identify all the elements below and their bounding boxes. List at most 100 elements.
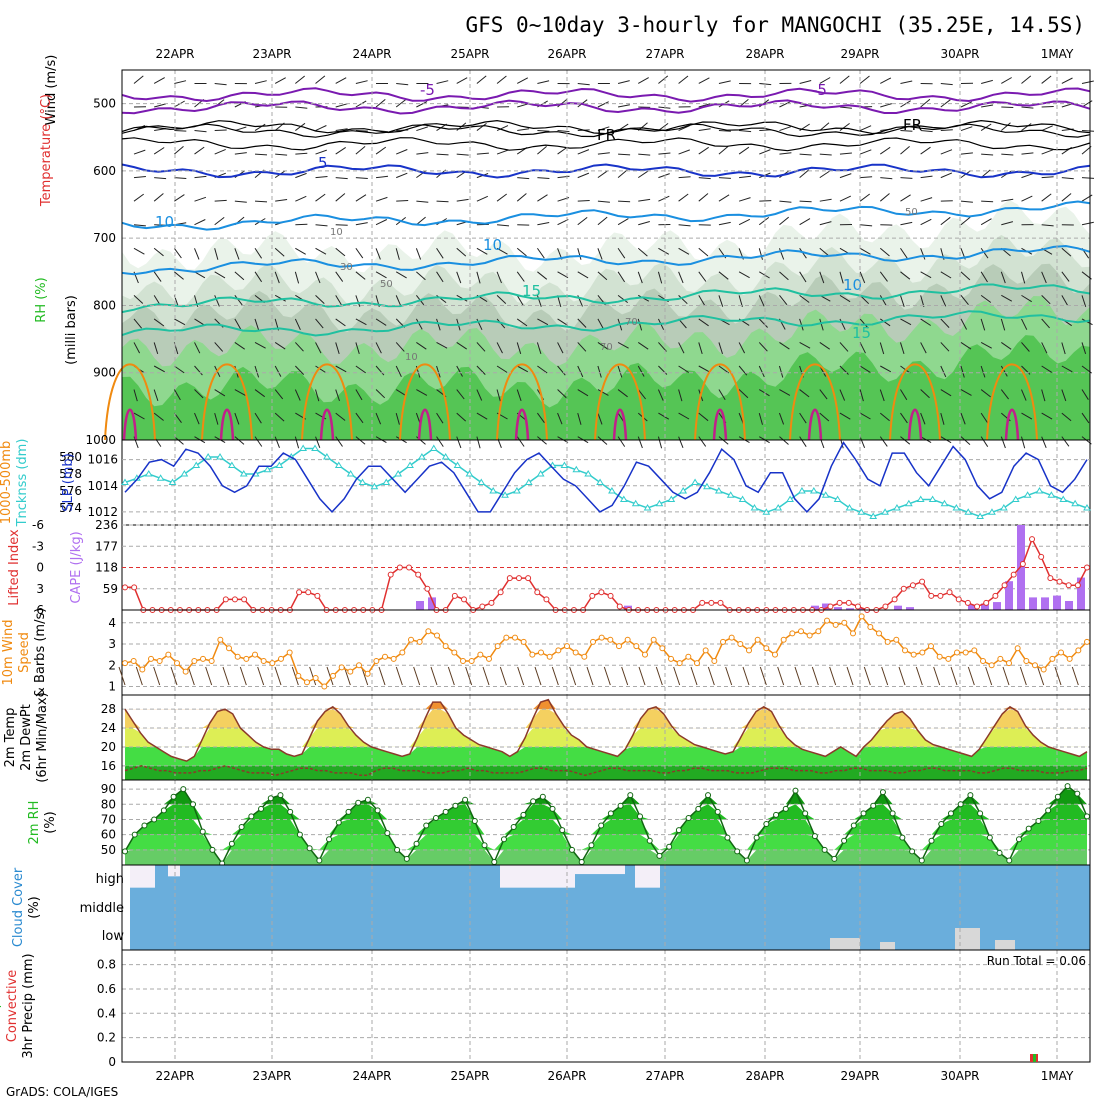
data-point — [1059, 495, 1068, 502]
wind-barb — [517, 666, 525, 686]
wind-barb — [1021, 106, 1034, 109]
wind-barb — [557, 146, 568, 155]
cape-bar — [811, 605, 819, 610]
wind-barb — [496, 125, 509, 132]
wind-barb — [173, 247, 182, 259]
wind-barb — [133, 318, 142, 329]
data-point — [451, 592, 458, 599]
data-point — [1054, 793, 1061, 800]
wind-barb — [335, 271, 344, 282]
cape-bar — [981, 603, 989, 610]
date-tick-label: 27APR — [645, 47, 684, 61]
data-point — [442, 643, 449, 650]
wind-barb — [315, 342, 322, 354]
data-point — [1010, 571, 1017, 578]
data-point — [743, 857, 750, 864]
wind-barb — [355, 389, 363, 401]
wind-barb — [194, 130, 207, 133]
wind-barb — [779, 436, 789, 445]
wind-barb — [980, 294, 992, 303]
wind-barb — [537, 80, 550, 84]
wind-barb — [980, 218, 992, 226]
wind-barb — [655, 666, 663, 686]
data-point — [278, 655, 284, 662]
wind-barb — [456, 342, 467, 350]
y-tick-label: 20 — [101, 740, 116, 754]
data-point — [772, 651, 778, 658]
data-point — [520, 811, 527, 818]
axis-label: SLP (mb) — [61, 453, 76, 512]
wind-barb — [153, 666, 161, 686]
data-point — [699, 599, 706, 606]
isotherm-line — [121, 123, 1091, 138]
date-tick-label: 23APR — [252, 1069, 291, 1083]
wind-barb — [967, 666, 975, 686]
data-point — [481, 842, 488, 849]
data-point — [543, 596, 550, 603]
wind-barb — [456, 198, 469, 202]
data-point — [997, 655, 1004, 662]
data-point — [918, 857, 925, 864]
wind-barb — [234, 152, 247, 155]
wind-barb — [275, 199, 288, 202]
wind-barb — [395, 412, 400, 425]
date-tick-label: 27APR — [645, 1069, 684, 1083]
wind-barb — [981, 79, 993, 84]
wind-barb — [940, 172, 953, 179]
data-point — [156, 658, 163, 664]
wind-barb — [678, 125, 690, 132]
wind-barb — [900, 80, 913, 84]
wind-barb — [295, 122, 306, 131]
wind-barb — [375, 389, 386, 399]
wind-barb — [577, 172, 590, 179]
wind-barb — [859, 436, 866, 448]
data-point — [534, 589, 541, 596]
wind-barb — [920, 318, 931, 326]
date-tick-label: 29APR — [840, 1069, 879, 1083]
contour-label: 10 — [405, 352, 418, 363]
wind-barb — [497, 224, 510, 227]
wind-barb — [779, 342, 790, 350]
wind-barb — [234, 389, 246, 396]
wind-barb — [294, 318, 301, 331]
wind-barb — [234, 436, 245, 445]
wind-barb — [1001, 342, 1012, 350]
wind-barb — [638, 153, 651, 156]
wind-barb — [698, 365, 710, 373]
wind-barb — [436, 80, 449, 84]
wind-barb — [315, 294, 325, 304]
y-tick-label: 1 — [108, 680, 116, 694]
data-point — [952, 504, 961, 511]
wind-barb — [617, 365, 623, 378]
wind-barb — [859, 271, 866, 284]
isotherm-line — [807, 408, 823, 441]
wind-barb — [597, 216, 608, 226]
thickness-line — [124, 447, 1088, 518]
y-tick-label: 236 — [95, 518, 118, 532]
data-point — [141, 822, 148, 829]
y-tick-label: 900 — [93, 366, 116, 380]
isotherm-line — [496, 363, 548, 441]
wind-barb — [900, 130, 913, 132]
date-tick-label: 22APR — [155, 1069, 194, 1083]
wind-barb — [1000, 122, 1011, 131]
wind-barb — [1041, 365, 1053, 373]
wind-barb — [1000, 318, 1006, 331]
wind-barb — [1061, 247, 1072, 257]
wind-barb — [940, 216, 951, 226]
wind-barb — [940, 342, 950, 352]
wind-barb — [577, 271, 589, 279]
data-point — [346, 470, 355, 477]
data-point — [679, 487, 688, 494]
data-point — [841, 619, 848, 626]
cape-bar — [1065, 600, 1073, 610]
y-tick-label: 1016 — [87, 453, 118, 467]
date-tick-label: 28APR — [745, 1069, 784, 1083]
data-point — [465, 470, 474, 477]
wind-barb — [859, 412, 871, 420]
wind-barb — [537, 130, 550, 132]
wind-barb — [879, 295, 887, 306]
wind-barb — [214, 148, 226, 155]
wind-barb — [960, 389, 972, 396]
data-point — [424, 585, 431, 592]
